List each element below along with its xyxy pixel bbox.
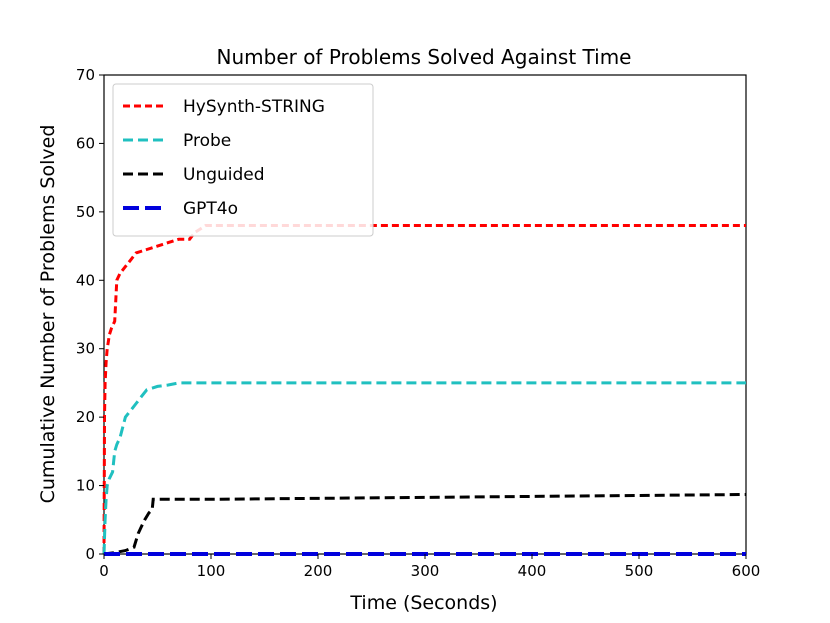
plot-area: 0 100 200 300 400 500 600 0 10 20 30 40 50 60 70 bbox=[76, 66, 760, 580]
x-tick-label-1: 100 bbox=[197, 562, 226, 580]
y-tick-label-2: 20 bbox=[76, 408, 95, 426]
y-tick-label-6: 60 bbox=[76, 134, 95, 152]
x-tick-label-3: 300 bbox=[411, 562, 440, 580]
y-tick-label-4: 40 bbox=[76, 271, 95, 289]
legend: HySynth-STRING Probe Unguided GPT4o bbox=[112, 83, 374, 237]
x-tick-label-0: 0 bbox=[99, 562, 109, 580]
y-tick-label-1: 10 bbox=[76, 477, 95, 495]
x-axis-ticks: 0 100 200 300 400 500 600 bbox=[99, 554, 760, 580]
y-axis-ticks: 0 10 20 30 40 50 60 70 bbox=[76, 66, 104, 563]
y-tick-label-7: 70 bbox=[76, 66, 95, 84]
legend-box bbox=[112, 83, 374, 237]
legend-label-2: Unguided bbox=[183, 165, 265, 185]
series-line-2 bbox=[103, 493, 747, 556]
y-tick-label-5: 50 bbox=[76, 203, 95, 221]
legend-label-1: Probe bbox=[183, 131, 231, 151]
series-line-0 bbox=[102, 224, 746, 555]
y-axis-label: Cumulative Number of Problems Solved bbox=[37, 125, 59, 504]
x-tick-label-5: 500 bbox=[625, 562, 654, 580]
x-tick-label-6: 600 bbox=[732, 562, 761, 580]
series-layer bbox=[102, 224, 747, 556]
x-axis-label: Time (Seconds) bbox=[349, 592, 497, 614]
x-tick-label-4: 400 bbox=[518, 562, 547, 580]
y-tick-label-0: 0 bbox=[85, 545, 95, 563]
legend-label-0: HySynth-STRING bbox=[183, 97, 325, 117]
chart-title: Number of Problems Solved Against Time bbox=[217, 45, 632, 69]
series-line-1 bbox=[102, 381, 746, 555]
legend-label-3: GPT4o bbox=[183, 199, 238, 219]
y-tick-label-3: 30 bbox=[76, 340, 95, 358]
x-tick-label-2: 200 bbox=[304, 562, 333, 580]
